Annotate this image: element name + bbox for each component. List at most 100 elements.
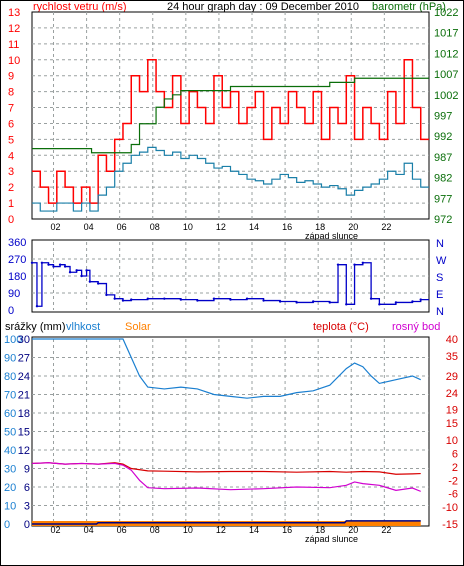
climate-x-tick-12: 12 <box>216 525 226 535</box>
wind-tick-8: 8 <box>8 87 14 99</box>
wind-tick-9: 9 <box>8 71 14 83</box>
barometer-axis-title: barometr (hPa) <box>372 1 446 13</box>
rain-tick-27: 27 <box>18 353 30 365</box>
direction-point-18 <box>163 297 166 300</box>
climate-x-tick-02: 02 <box>50 525 60 535</box>
direction-point-31 <box>353 263 356 266</box>
direction-point-29 <box>336 263 340 266</box>
wind-tick-3: 3 <box>8 166 14 178</box>
series-pressure-line <box>32 77 429 154</box>
wind-x-tick-12: 12 <box>216 222 226 232</box>
dir-tick-0: 0 <box>8 305 14 317</box>
rain-tick-30: 30 <box>18 334 30 346</box>
temperature-axis-title: teplota (°C) <box>313 321 369 333</box>
dir-tick-180: 180 <box>8 271 26 283</box>
wind-tick-4: 4 <box>8 150 14 162</box>
wind-xlabel: západ slunce <box>305 231 358 241</box>
rain-tick-12: 12 <box>18 445 30 457</box>
series-gust-line <box>32 59 429 204</box>
direction-point-34 <box>378 303 381 306</box>
wind-x-tick-20: 20 <box>348 222 358 232</box>
direction-point-4 <box>52 265 55 268</box>
climate-x-tick-16: 16 <box>282 525 292 535</box>
wind-x-tick-18: 18 <box>315 222 325 232</box>
direction-point-21 <box>212 297 216 300</box>
wind-tick-11: 11 <box>8 39 19 51</box>
wind-x-tick-06: 06 <box>117 222 127 232</box>
wind-x-tick-10: 10 <box>183 222 193 232</box>
direction-point-24 <box>262 299 265 302</box>
climate-x-tick-14: 14 <box>249 525 259 535</box>
temp-tick-29: 29 <box>446 371 458 383</box>
humidity-tick-80: 80 <box>4 371 16 383</box>
humidity-tick-20: 20 <box>4 482 16 494</box>
series-dew-line <box>31 462 421 492</box>
direction-point-32 <box>361 261 365 264</box>
dir-compass-2: S <box>436 272 443 284</box>
climate-x-tick-08: 08 <box>150 525 160 535</box>
climate-x-tick-06: 06 <box>117 525 127 535</box>
direction-point-5 <box>58 263 62 266</box>
temp-tick-19: 19 <box>446 405 458 417</box>
wind-x-tick-04: 04 <box>84 222 94 232</box>
climate-x-tick-18: 18 <box>315 525 325 535</box>
temp-tick--2: -2 <box>448 475 458 487</box>
wind-tick-5: 5 <box>8 134 14 146</box>
rain-tick-18: 18 <box>18 408 30 420</box>
rain-tick-0: 0 <box>24 519 30 531</box>
dir-compass-1: W <box>436 255 447 267</box>
direction-point-35 <box>394 301 398 304</box>
direction-point-14 <box>113 297 116 300</box>
direction-point-22 <box>229 298 232 301</box>
wind-tick-6: 6 <box>8 118 14 130</box>
direction-point-8 <box>75 269 78 272</box>
climate-panel: srážky (mm) vlhkost Solar teplota (°C) r… <box>4 321 458 544</box>
direction-point-0 <box>30 261 34 264</box>
rain-tick-21: 21 <box>18 390 30 402</box>
dir-tick-90: 90 <box>8 288 20 300</box>
temp-tick--6: -6 <box>448 489 458 501</box>
humidity-tick-10: 10 <box>4 501 16 513</box>
direction-point-28 <box>328 301 331 304</box>
pressure-tick-1012: 1012 <box>434 48 458 60</box>
direction-point-7 <box>68 271 72 274</box>
direction-point-26 <box>295 301 298 304</box>
direction-point-27 <box>312 300 315 303</box>
pressure-tick-1002: 1002 <box>434 90 458 102</box>
pressure-tick-977: 977 <box>434 193 452 205</box>
direction-point-17 <box>146 297 149 300</box>
humidity-tick-50: 50 <box>4 427 16 439</box>
direction-point-13 <box>105 293 108 297</box>
humidity-tick-30: 30 <box>4 464 16 476</box>
climate-x-tick-20: 20 <box>348 525 358 535</box>
direction-point-37 <box>419 298 422 301</box>
direction-point-25 <box>278 300 282 303</box>
direction-point-10 <box>85 269 88 272</box>
humidity-tick-0: 0 <box>4 519 10 531</box>
wind-plot-area: 0123456789101112139729779829879929971002… <box>8 7 458 232</box>
wind-x-tick-08: 08 <box>150 222 160 232</box>
direction-point-19 <box>179 298 183 301</box>
direction-point-11 <box>88 280 92 283</box>
wind-tick-1: 1 <box>8 198 14 210</box>
direction-point-20 <box>196 299 199 302</box>
direction-point-3 <box>47 263 50 266</box>
temp-tick-15: 15 <box>446 418 458 430</box>
climate-xlabel: západ slunce <box>305 534 358 544</box>
temp-tick--10: -10 <box>442 502 458 514</box>
temp-tick-2: 2 <box>452 462 458 474</box>
humidity-tick-70: 70 <box>4 390 16 402</box>
wind-x-tick-22: 22 <box>381 222 391 232</box>
rain-tick-6: 6 <box>24 482 30 494</box>
direction-point-30 <box>345 303 348 306</box>
dew-point-axis-title: rosný bod <box>392 321 440 333</box>
wind-tick-0: 0 <box>8 214 14 226</box>
pressure-tick-992: 992 <box>434 131 452 143</box>
pressure-tick-972: 972 <box>434 214 452 226</box>
wind-tick-10: 10 <box>8 55 20 67</box>
wind-x-tick-02: 02 <box>50 222 60 232</box>
rain-axis-title: srážky (mm) <box>5 321 66 333</box>
